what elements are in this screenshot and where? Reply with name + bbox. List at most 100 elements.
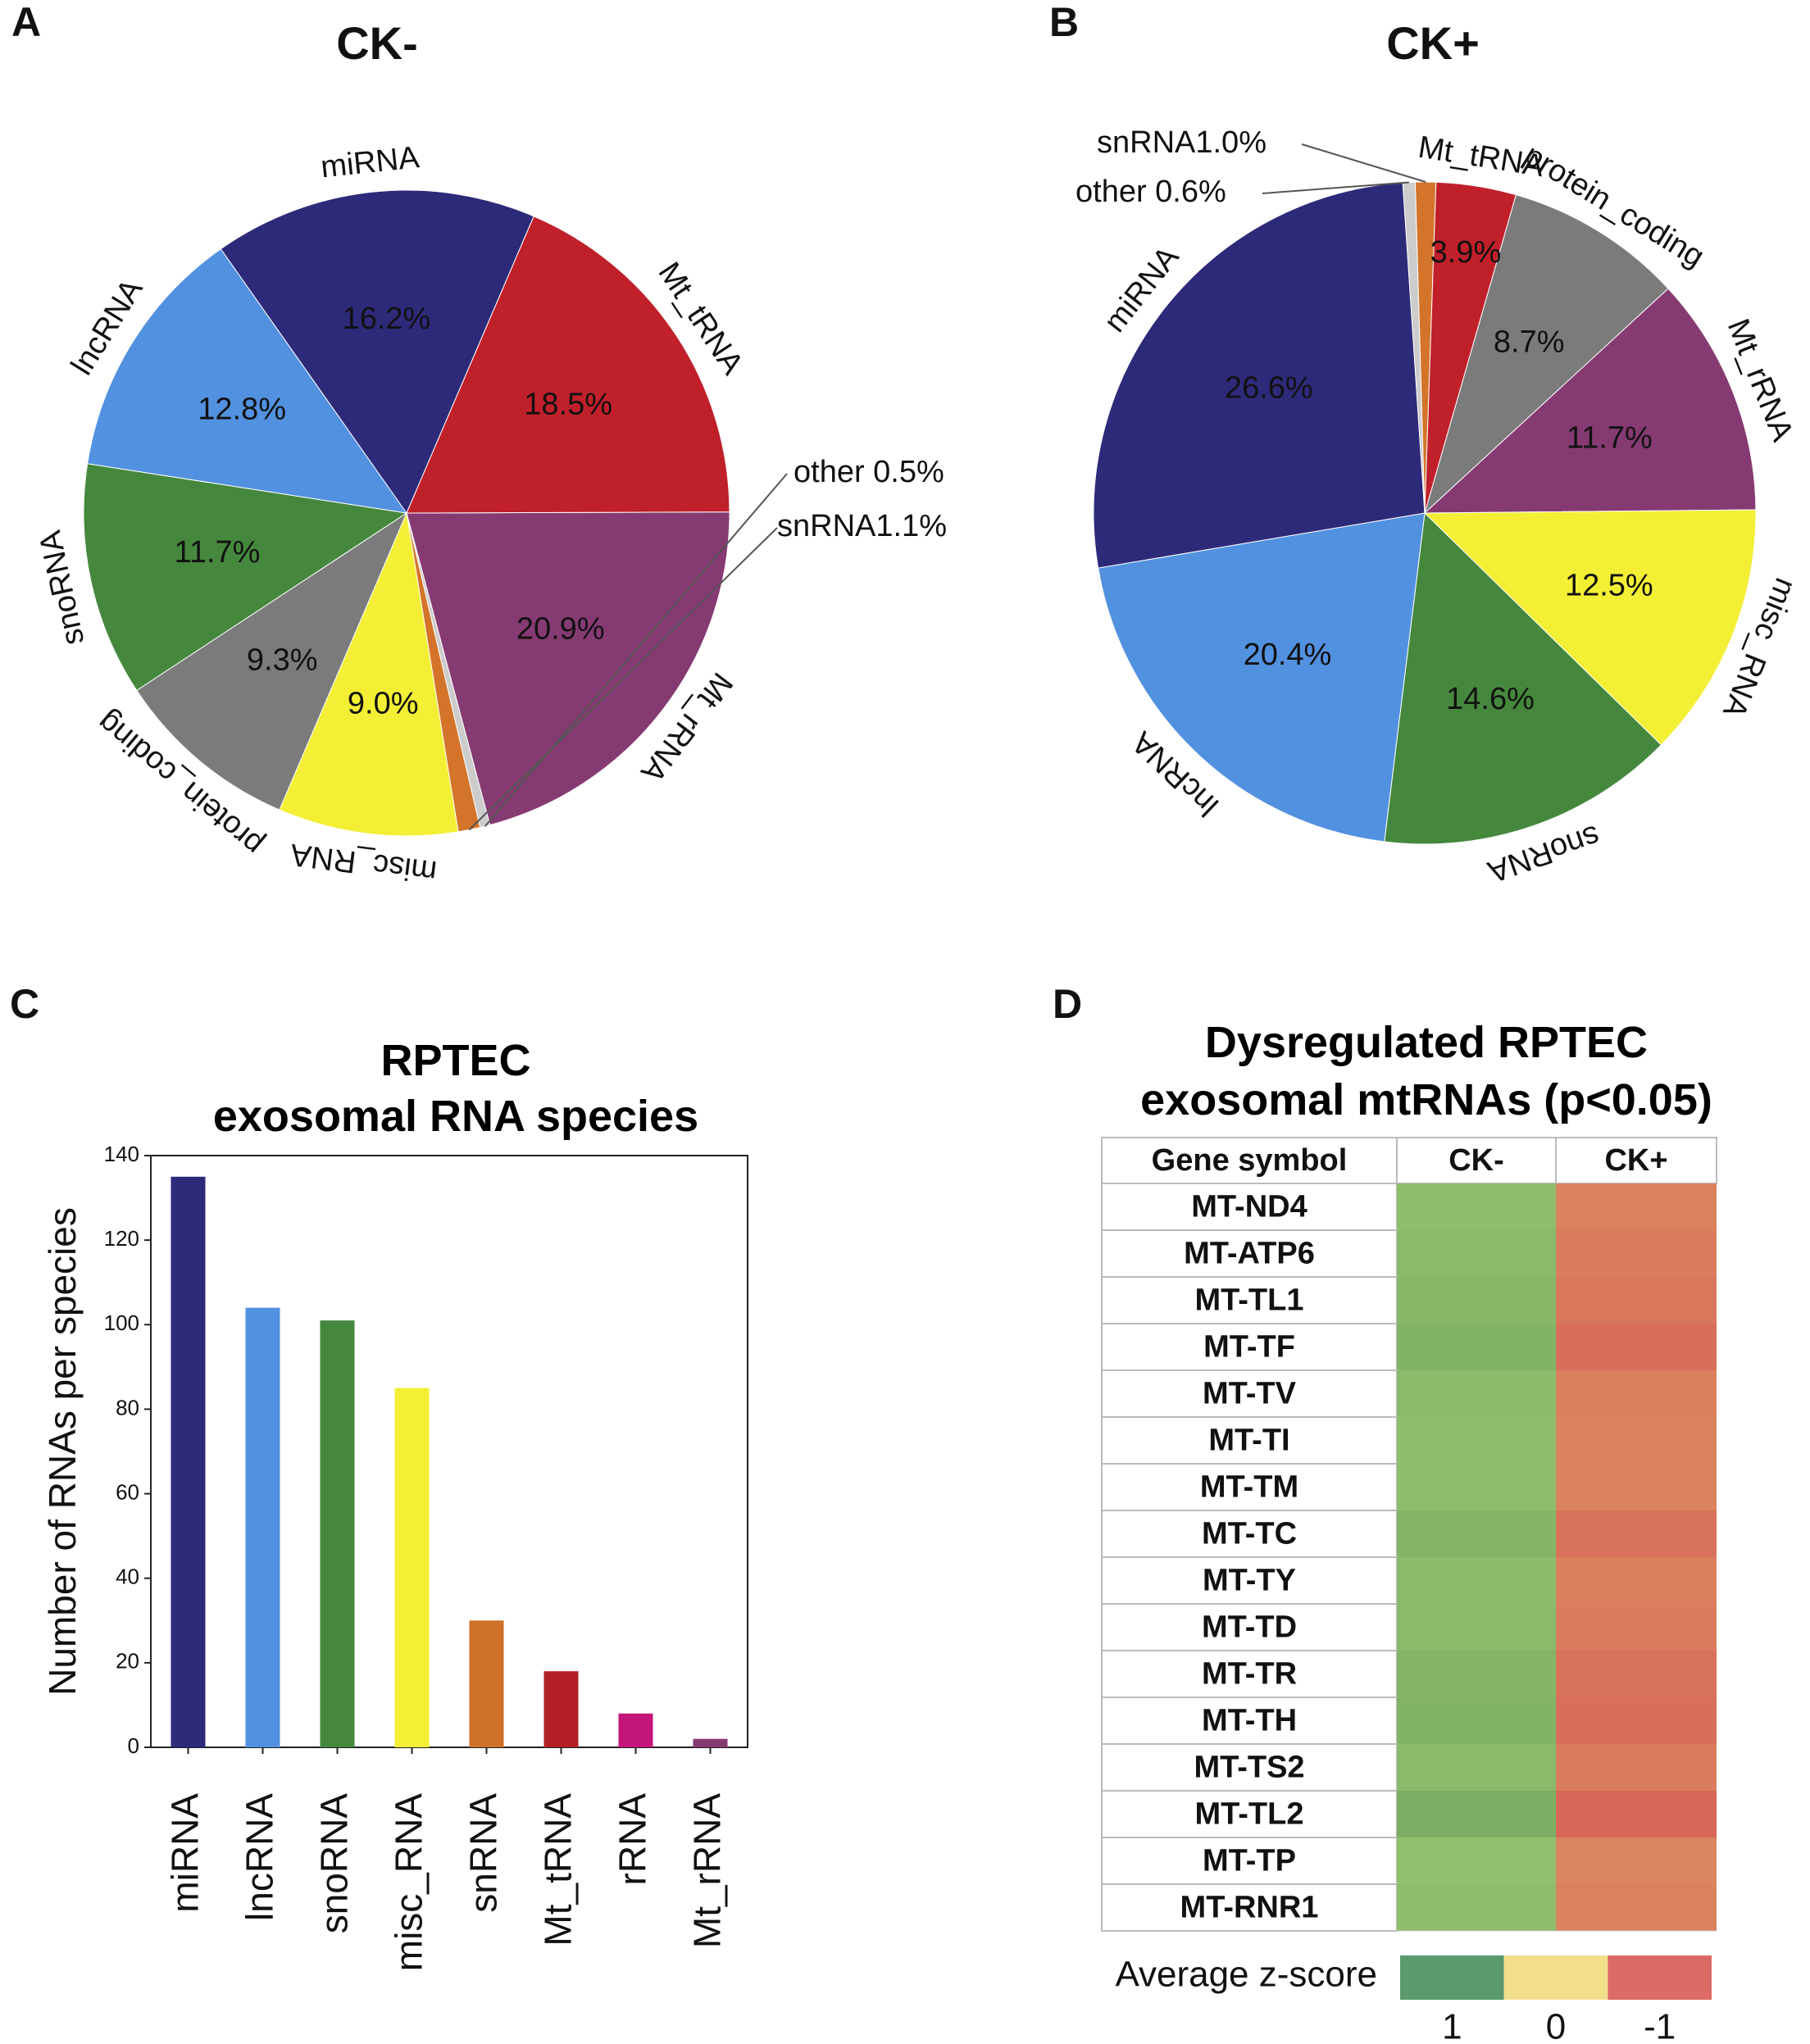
ck-minus-slice-protein-coding	[136, 511, 408, 811]
heatmap-cell-ck-minus	[1397, 1744, 1556, 1791]
heatmap-gene-cell	[1101, 1183, 1398, 1231]
legend-swatch-1	[1503, 1955, 1608, 2000]
legend-tick-0: 1	[1442, 2007, 1462, 2044]
heatmap-cell-ck-plus	[1556, 1557, 1717, 1604]
bar-ytick-label: 60	[116, 1479, 139, 1504]
legend-tick-2: -1	[1644, 2007, 1676, 2044]
ck-minus-leader-other	[484, 473, 788, 827]
bar-category-label-4: snRNA	[462, 1793, 505, 1913]
heatmap-gene-cell	[1101, 1790, 1398, 1838]
heatmap-cell-ck-minus	[1397, 1277, 1556, 1324]
panel-b-title: CK+	[1386, 17, 1480, 69]
heatmap-gene-label: MT-TF	[1203, 1330, 1295, 1365]
heatmap-cell-ck-minus	[1397, 1324, 1556, 1370]
heatmap-gene-label: MT-TI	[1208, 1424, 1289, 1458]
ck-plus-slice-protein-coding	[1424, 194, 1669, 515]
heatmap-cell-ck-plus	[1556, 1417, 1717, 1464]
bar-ytick-label: 120	[104, 1226, 139, 1251]
heatmap-cell-ck-minus	[1397, 1370, 1556, 1417]
ck-minus-cat-misc-rna: misc_RNA	[288, 837, 439, 889]
heatmap-cell-ck-plus	[1556, 1277, 1717, 1324]
ck-plus-slice-mt-trna	[1424, 181, 1517, 514]
bar-title-line-1: RPTEC	[380, 1036, 530, 1085]
ck-plus-pct-lncrna: 20.4%	[1244, 638, 1332, 672]
bar-ytick-label: 140	[104, 1142, 139, 1166]
ck-minus-outside-label-snrna: snRNA1.1%	[777, 509, 947, 543]
bar-ytick-label: 80	[116, 1395, 139, 1419]
bar-snorna	[320, 1320, 355, 1747]
ck-minus-slice-misc-rna	[279, 511, 459, 837]
bar-ytick-label: 100	[104, 1310, 139, 1335]
heatmap-gene-label: MT-TM	[1200, 1470, 1298, 1505]
heatmap-cell-ck-plus	[1556, 1791, 1717, 1837]
heatmap-gene-label: MT-TC	[1202, 1517, 1297, 1551]
heatmap-cell-ck-plus	[1556, 1697, 1717, 1744]
ck-plus-slice-misc-rna	[1423, 509, 1757, 746]
heatmap-gene-label: MT-ATP6	[1184, 1237, 1315, 1271]
heatmap-cell-ck-plus	[1556, 1370, 1717, 1417]
legend-label: Average z-score	[1115, 1955, 1377, 1995]
heatmap-header-2: CK+	[1604, 1143, 1667, 1178]
heatmap-gene-cell	[1101, 1416, 1398, 1465]
bar-snrna	[469, 1620, 504, 1747]
heatmap-cell-ck-minus	[1397, 1651, 1556, 1697]
bar-lncrna	[245, 1307, 280, 1747]
bar-category-label-2: snoRNA	[313, 1793, 356, 1934]
ck-minus-pct-misc-rna: 9.0%	[348, 687, 419, 721]
heatmap-cell-ck-minus	[1397, 1183, 1556, 1230]
ck-plus-pct-mt-rrna: 11.7%	[1567, 421, 1653, 456]
ck-plus-pct-mirna: 26.6%	[1225, 371, 1313, 406]
ck-plus-pct-protein-coding: 8.7%	[1494, 325, 1565, 360]
panel-a-letter: A	[11, 0, 42, 45]
heatmap-cell-ck-minus	[1397, 1464, 1556, 1510]
heatmap-cell-ck-plus	[1556, 1651, 1717, 1697]
heatmap-cell-ck-plus	[1556, 1510, 1717, 1557]
bar-category-label-0: miRNA	[164, 1793, 207, 1913]
heatmap-cell-ck-plus	[1556, 1604, 1717, 1651]
heatmap-cell-ck-minus	[1397, 1697, 1556, 1744]
ck-minus-pct-snorna: 11.7%	[175, 535, 261, 570]
ck-plus-outside-label-other: other 0.6%	[1076, 175, 1226, 209]
heatmap-cell-ck-minus	[1397, 1837, 1556, 1884]
ck-minus-slice-mt-rrna	[406, 511, 730, 826]
heatmap-gene-label: MT-TL1	[1195, 1283, 1304, 1318]
panel-c-letter: C	[10, 981, 40, 1027]
heatmap-cell-ck-minus	[1397, 1557, 1556, 1604]
bar-category-label-5: Mt_tRNA	[537, 1793, 580, 1946]
legend-swatch-0	[1400, 1955, 1504, 2000]
heatmap-gene-cell	[1101, 1323, 1398, 1371]
ck-minus-cat-snorna: snoRNA	[33, 527, 91, 648]
ck-minus-pct-lncrna: 12.8%	[198, 392, 286, 426]
bar-title-line-2: exosomal RNA species	[213, 1092, 698, 1141]
heatmap-gene-label: MT-TH	[1202, 1704, 1297, 1738]
heatmap-cell-ck-plus	[1556, 1884, 1717, 1931]
heatmap-title-line-1: Dysregulated RPTEC	[1205, 1018, 1648, 1067]
heatmap-gene-cell	[1101, 1743, 1398, 1792]
ck-plus-pct-snorna: 14.6%	[1446, 682, 1535, 716]
bar-category-label-7: Mt_rRNA	[686, 1793, 729, 1948]
bar-rrna	[618, 1713, 653, 1747]
ck-minus-outside-label-other: other 0.5%	[794, 455, 944, 489]
ck-minus-slice-mirna	[220, 189, 534, 515]
heatmap-cell-ck-minus	[1397, 1604, 1556, 1651]
heatmap-cell-ck-plus	[1556, 1230, 1717, 1277]
heatmap-gene-label: MT-ND4	[1191, 1190, 1307, 1224]
bar-ytick-label: 40	[116, 1565, 139, 1589]
ck-minus-pct-mt-trna: 18.5%	[524, 388, 612, 422]
heatmap-cell-ck-plus	[1556, 1464, 1717, 1510]
ck-plus-pct-misc-rna: 12.5%	[1565, 569, 1653, 603]
heatmap-gene-cell	[1101, 1369, 1398, 1418]
heatmap-header-0: Gene symbol	[1152, 1143, 1348, 1178]
heatmap-cell-ck-plus	[1556, 1837, 1717, 1884]
bar-plot-frame	[150, 1155, 748, 1748]
heatmap-cell-ck-plus	[1556, 1183, 1717, 1230]
ck-minus-slice-snorna	[83, 463, 408, 692]
ck-minus-pct-mt-rrna: 20.9%	[516, 612, 605, 647]
bar-ylabel: Number of RNAs per species	[41, 1207, 84, 1696]
ck-plus-outside-label-snrna: snRNA1.0%	[1097, 125, 1267, 160]
bar-mt-rrna	[693, 1738, 728, 1747]
heatmap-cell-ck-minus	[1397, 1884, 1556, 1931]
ck-minus-cat-mirna: miRNA	[319, 140, 421, 184]
heatmap-title-line-2: exosomal mtRNAs (p<0.05)	[1140, 1075, 1712, 1124]
